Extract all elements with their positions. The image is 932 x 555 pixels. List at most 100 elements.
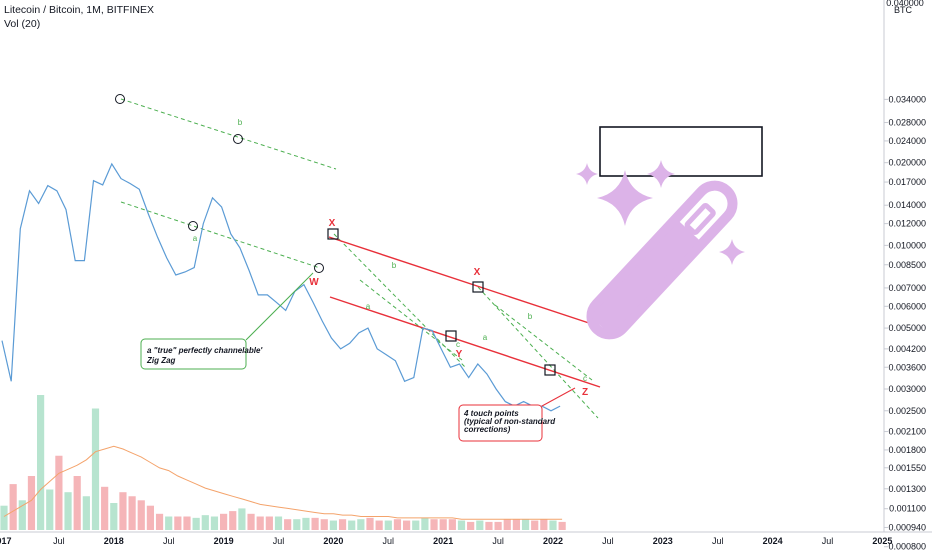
volume-bar xyxy=(73,476,81,530)
volume-bar xyxy=(503,519,511,530)
volume-bar xyxy=(238,508,246,530)
volume-bar xyxy=(137,500,145,530)
price-tick-label: 0.000800 xyxy=(888,542,926,550)
volume-bar xyxy=(476,520,484,530)
touch-note-text: 4 touch points xyxy=(463,409,519,418)
pivot-circle-marker xyxy=(115,94,125,104)
time-tick-label: Jul xyxy=(822,536,834,546)
price-line xyxy=(1,162,561,412)
wave-label-a2: a xyxy=(366,302,371,311)
sparkle-medium-icon xyxy=(647,160,675,188)
symbol-title[interactable]: Litecoin / Bitcoin, 1M, BITFINEX xyxy=(4,4,154,16)
zigzag-note-pointer xyxy=(245,272,314,341)
pivot-circle-marker xyxy=(314,263,324,273)
volume-bar xyxy=(311,517,319,530)
price-tick-label: 0.008500 xyxy=(888,260,926,270)
volume-bar xyxy=(128,496,136,530)
price-tick-label: 0.001100 xyxy=(889,504,926,514)
time-tick-label: 2020 xyxy=(323,536,343,546)
dashed-trendline xyxy=(333,233,467,369)
volume-ma-line xyxy=(3,445,563,520)
volume-bar xyxy=(265,516,273,530)
wave-label-x1: X xyxy=(329,218,336,229)
zigzag-note-text: a "true" perfectly channelable' xyxy=(147,346,263,355)
volume-bar xyxy=(18,500,26,530)
price-tick-label: 0.028000 xyxy=(888,118,926,128)
volume-bar xyxy=(110,503,118,530)
price-tick-label: 0.017000 xyxy=(888,177,926,187)
volume-bar xyxy=(247,513,255,530)
pivot-square-marker xyxy=(327,228,339,240)
volume-bar xyxy=(155,513,164,530)
volume-bar xyxy=(558,521,566,530)
time-tick-label: Jul xyxy=(53,536,65,546)
wave-label-x2: X xyxy=(474,267,481,278)
touch-note-pointer xyxy=(541,387,576,407)
time-tick-label: 2022 xyxy=(543,536,563,546)
price-axis-top-label: 0.040000 xyxy=(886,0,924,8)
volume-bar xyxy=(348,520,356,530)
price-tick-label: 0.001550 xyxy=(888,463,926,473)
volume-bar xyxy=(338,519,347,530)
price-tick-label: 0.034000 xyxy=(888,94,926,104)
zigzag-note-box xyxy=(140,338,247,370)
volume-bar xyxy=(0,505,8,530)
wave-label-a3: a xyxy=(483,333,488,342)
dashed-trendline xyxy=(477,286,599,419)
price-tick-label: 0.003600 xyxy=(888,362,926,372)
wand-tip-window xyxy=(684,203,716,236)
time-tick-label: 2025 xyxy=(872,536,892,546)
volume-bar xyxy=(284,519,292,530)
volume-bar xyxy=(220,513,228,530)
time-tick-label: 2021 xyxy=(433,536,453,546)
volume-bar xyxy=(329,520,337,530)
wave-label-a1: a xyxy=(193,234,198,243)
pivot-square-marker xyxy=(445,330,457,342)
dashed-trendline xyxy=(120,98,337,170)
volume-bar xyxy=(91,408,100,530)
pivot-circle-marker xyxy=(188,221,198,231)
pivot-square-marker xyxy=(472,281,484,293)
volume-bar xyxy=(439,519,447,530)
volume-bar xyxy=(531,520,539,530)
volume-bar xyxy=(412,520,420,530)
time-tick-label: 2024 xyxy=(763,536,783,546)
price-tick-label: 0.012000 xyxy=(888,219,926,229)
volume-bar xyxy=(549,520,557,530)
volume-bar xyxy=(27,476,36,530)
volume-bar xyxy=(403,520,411,530)
volume-bar xyxy=(165,516,173,530)
volume-bar xyxy=(302,517,310,530)
price-series xyxy=(1,94,561,412)
volume-bar xyxy=(320,519,328,530)
wave-label-b2: b xyxy=(392,261,397,270)
volume-bar xyxy=(494,521,502,530)
time-axis[interactable]: 017 Jul 2018 Jul 2019 Jul 2020 Jul 2021 Jul 2022 Ju… xyxy=(0,536,892,546)
magic-wand-icon xyxy=(576,126,763,340)
touch-note-text: (typical of non-standard xyxy=(464,417,556,426)
price-axis-unit: BTC xyxy=(894,5,913,15)
volume-bar xyxy=(457,520,466,530)
price-tick-label: 0.000940 xyxy=(888,522,926,532)
black-rectangle-drawing xyxy=(599,126,763,177)
wave-label-c3: c xyxy=(583,374,587,383)
price-tick-label: 0.014000 xyxy=(888,200,926,210)
volume-bar xyxy=(485,521,493,530)
time-tick-label: Jul xyxy=(383,536,395,546)
price-tick-label: 0.024000 xyxy=(888,136,926,146)
time-tick-label: 2019 xyxy=(214,536,234,546)
channel-lower-line xyxy=(329,296,601,388)
time-tick-label: Jul xyxy=(273,536,285,546)
sparkle-small-icon xyxy=(719,239,745,265)
pivot-square-marker xyxy=(544,364,556,376)
price-tick-label: 0.020000 xyxy=(888,158,926,168)
price-tick-label: 0.002500 xyxy=(888,406,926,416)
volume-bar xyxy=(256,516,264,530)
volume-indicator-title[interactable]: Vol (20) xyxy=(4,18,41,30)
time-tick-label: Jul xyxy=(492,536,504,546)
volume-bar xyxy=(375,520,383,530)
